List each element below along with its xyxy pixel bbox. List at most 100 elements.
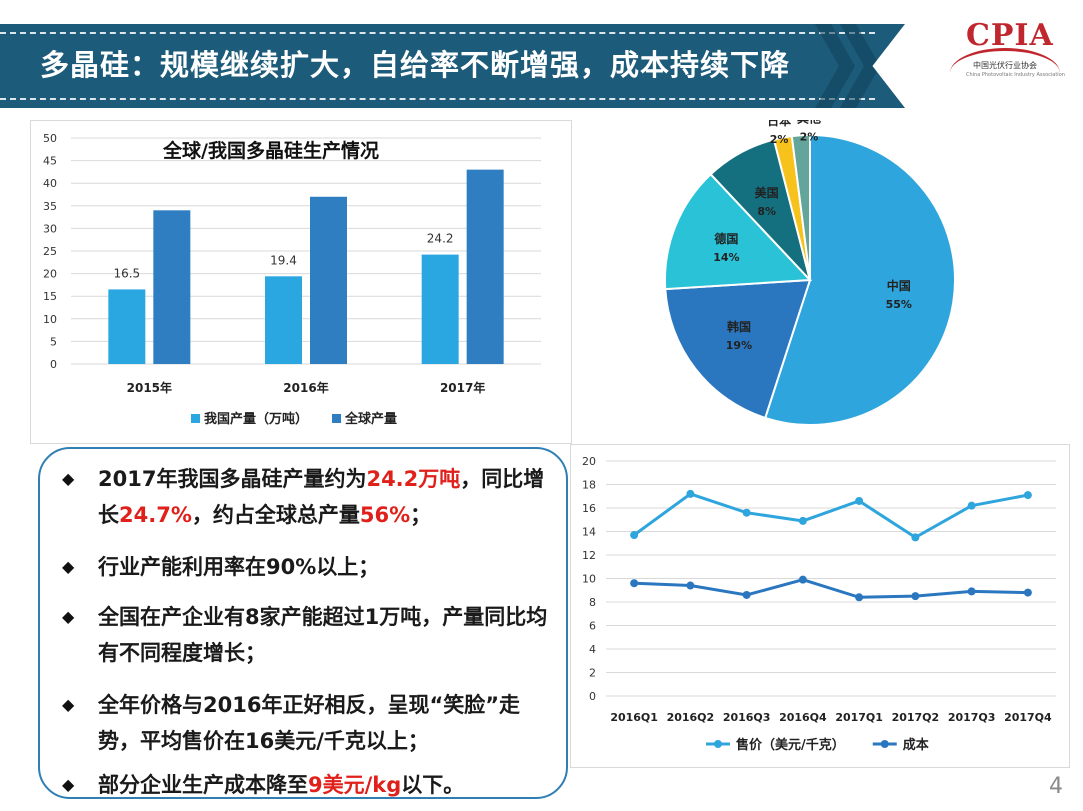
pie-slice-label: 日本 [767,120,791,128]
line-point [798,575,807,584]
bullet-text-part: 行业产能利用率在90%以上； [98,555,380,579]
bar-data-label: 16.5 [113,266,140,280]
line-y-tick-label: 18 [582,479,596,492]
bullet-item: ◆ 部分企业生产成本降至9美元/kg以下。 [62,767,557,797]
line-y-tick-label: 8 [589,596,596,609]
bar-chart-panel: 0 5 10 15 20 25 30 35 40 45 50 全球/我国多晶硅生产情况 16.5 2015… [30,120,572,444]
bar [108,289,146,364]
logo-english: China Photovoltaic Industry Association [966,72,1065,78]
diamond-icon: ◆ [62,775,75,794]
line-y-tick-label: 4 [589,643,596,656]
line-y-tick-label: 10 [582,573,596,586]
diamond-icon: ◆ [62,557,75,576]
pie-slice-pct: 8% [757,205,776,218]
line-chart: 0 2 4 6 8 10 12 14 16 18 20 2016Q1 2016Q2 2016Q3 2016Q… [582,455,1056,753]
bar-y-tick-label: 35 [43,200,57,213]
line-point [911,592,920,601]
line-x-tick-label: 2016Q4 [779,711,827,724]
bullet-text: 2017年我国多晶硅产量约为24.2万吨，同比增长24.7%，约占全球总产量56… [62,461,557,533]
pie-slice [664,172,813,291]
line-point [630,579,639,588]
line-point [967,587,976,596]
bar [153,210,191,364]
bullet-item: ◆ 全年价格与2016年正好相反，呈现“笑脸”走势，平均售价在16美元/千克以上； [62,687,557,759]
line-point [911,533,920,542]
bullet-item: ◆ 2017年我国多晶硅产量约为24.2万吨，同比增长24.7%，约占全球总产量5… [62,461,557,533]
bullet-item: ◆ 行业产能利用率在90%以上； [62,549,557,585]
line-series [633,492,1029,540]
pie-slice-pct: 2% [800,131,819,144]
line-point [855,593,864,602]
pie-slice-label: 美国 [755,185,779,200]
line-x-tick-label: 2017Q4 [1004,711,1052,724]
line-x-tick-label: 2016Q1 [610,711,658,724]
cpia-logo: CPIA 中国光伏行业协会 China Photovoltaic Industr… [948,18,1068,82]
bar-legend-label: 全球产量 [344,411,397,427]
line-chart-panel: 0 2 4 6 8 10 12 14 16 18 20 2016Q1 2016Q2 2016Q3 2016Q… [570,444,1070,768]
line-legend-label: 售价（美元/千克） [736,737,845,753]
bar [466,169,504,364]
line-series [634,578,1028,599]
line-y-tick-label: 0 [589,690,596,703]
bullet-text-part: 全年价格与2016年正好相反，呈现“笑脸”走势，平均售价在16美元/千克以上； [98,693,521,753]
bullet-text-part: ，同比增长 [98,467,545,527]
bar-x-tick-label: 2017年 [440,380,485,395]
line-point [1023,588,1032,597]
bullet-text: 部分企业生产成本降至9美元/kg以下。 [62,767,557,797]
bar-chart: 0 5 10 15 20 25 30 35 40 45 50 全球/我国多晶硅生产情况 16.5 2015… [43,132,541,427]
bar-legend-label: 我国产量（万吨） [204,411,308,427]
bar-y-tick-label: 0 [50,358,57,371]
bar-y-tick-label: 10 [43,313,57,326]
page-title: 多晶硅：规模继续扩大，自给率不断增强，成本持续下降 [40,48,791,82]
diamond-icon: ◆ [62,607,75,626]
line-legend-marker [714,740,722,748]
bar [421,254,459,364]
line-legend-label: 成本 [903,737,929,753]
logo-subtitle: 中国光伏行业协会 [973,61,1037,70]
line-y-tick-label: 12 [582,549,596,562]
diamond-icon: ◆ [62,469,75,488]
summary-box: ◆ 2017年我国多晶硅产量约为24.2万吨，同比增长24.7%，约占全球总产量5… [38,447,568,799]
pie-slice [664,278,812,420]
bar [310,196,347,364]
bar-y-tick-label: 20 [43,268,57,281]
bar-y-tick-label: 40 [43,177,57,190]
line-legend-marker [880,740,889,748]
bullet-text-part: 以下。 [401,773,465,797]
pie-slice [790,133,811,281]
line-y-tick-label: 2 [589,667,596,680]
line-x-tick-label: 2017Q2 [892,711,940,724]
bar-y-tick-label: 25 [43,245,57,258]
bar-y-tick-label: 50 [43,132,57,145]
line-y-tick-label: 14 [582,526,596,539]
line-x-tick-label: 2016Q3 [723,711,771,724]
line-x-tick-label: 2017Q1 [835,711,883,724]
banner-dash-top [0,32,875,34]
pie-slice-label: 中国 [887,278,911,293]
line-y-tick-label: 16 [582,502,596,515]
bullet-text-part: 全国在产企业有8家产能超过1万吨，产量同比均有不同程度增长； [98,605,548,665]
pie-slice-pct: 55% [886,298,912,311]
bar-data-label: 19.4 [270,253,297,267]
line-point [630,531,639,540]
line-point [686,581,695,590]
highlight-text: 9美元/kg [308,773,402,797]
line-point [967,501,976,510]
pie-slice-label: 其他 [797,120,821,126]
bullet-text: 全国在产企业有8家产能超过1万吨，产量同比均有不同程度增长； [62,599,557,671]
title-banner: 多晶硅：规模继续扩大，自给率不断增强，成本持续下降 [0,24,905,108]
highlight-text: 24.2万吨 [366,467,461,491]
bar-chart-title: 全球/我国多晶硅生产情况 [162,139,379,162]
bar-y-tick-label: 5 [50,335,57,348]
highlight-text: 56% [359,503,411,527]
bar-legend-swatch [332,414,342,423]
bar-data-label: 24.2 [427,232,454,246]
bar-y-tick-label: 45 [43,155,57,168]
bullet-text-part: 部分企业生产成本降至 [98,773,308,797]
line-y-tick-label: 6 [589,620,596,633]
pie-slice-label: 德国 [714,231,738,246]
bar-x-tick-label: 2016年 [283,380,328,395]
bullet-text: 全年价格与2016年正好相反，呈现“笑脸”走势，平均售价在16美元/千克以上； [62,687,557,759]
bullet-text-part: ，约占全球总产量 [191,503,360,527]
bullet-item: ◆ 全国在产企业有8家产能超过1万吨，产量同比均有不同程度增长； [62,599,557,671]
